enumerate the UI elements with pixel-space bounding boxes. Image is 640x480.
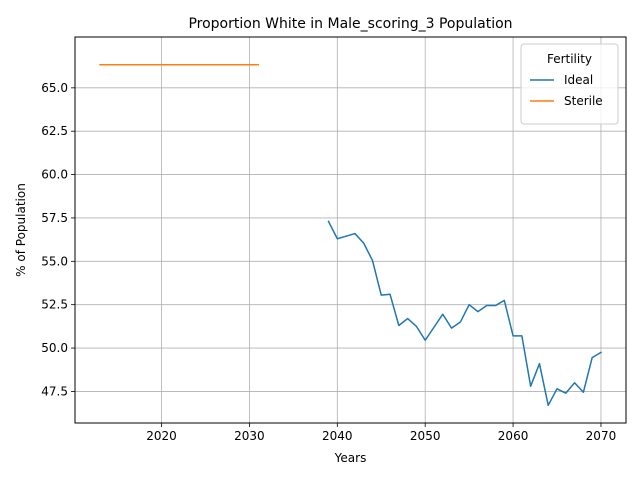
x-axis-label: Years <box>334 451 367 465</box>
legend-box <box>520 43 619 125</box>
x-tick-label: 2050 <box>410 429 441 443</box>
series-line-ideal <box>327 220 602 407</box>
y-tick-label: 57.5 <box>41 211 68 225</box>
y-tick-label: 60.0 <box>41 168 68 182</box>
series-lines <box>99 64 602 407</box>
legend-label-sterile: Sterile <box>564 94 603 108</box>
x-tick-label: 2060 <box>498 429 529 443</box>
x-tick-label: 2040 <box>322 429 353 443</box>
x-tick-label: 2030 <box>234 429 265 443</box>
y-tick-label: 52.5 <box>41 298 68 312</box>
chart-title: Proportion White in Male_scoring_3 Popul… <box>188 16 512 32</box>
axis-ticks: 2020 2030 2040 2050 2060 2070 47.5 50.0 52.5 55.0… <box>41 81 616 443</box>
y-tick-label: 55.0 <box>41 254 68 268</box>
grid <box>75 37 626 423</box>
legend-items: Ideal Sterile <box>530 73 603 108</box>
y-tick-label: 47.5 <box>41 384 68 398</box>
y-tick-label: 50.0 <box>41 341 68 355</box>
y-axis-label: % of Population <box>14 183 28 277</box>
y-tick-label: 62.5 <box>41 124 68 138</box>
y-tick-label: 65.0 <box>41 81 68 95</box>
legend-label-ideal: Ideal <box>564 73 593 87</box>
legend-title: Fertility <box>547 52 592 66</box>
x-tick-label: 2020 <box>146 429 177 443</box>
x-tick-label: 2070 <box>586 429 617 443</box>
plot-frame <box>74 36 627 424</box>
legend: Fertility Ideal Sterile <box>520 43 619 125</box>
